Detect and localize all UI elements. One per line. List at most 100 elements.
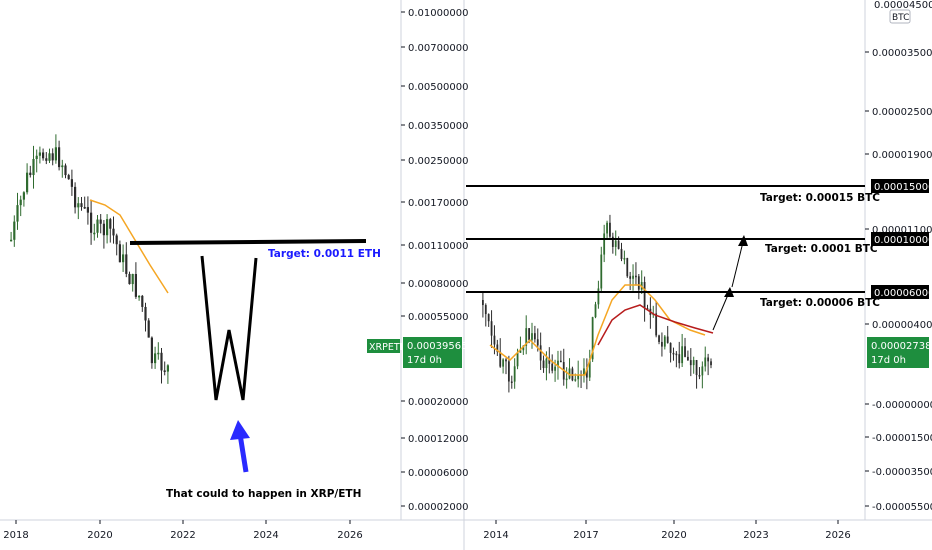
candle-body bbox=[557, 360, 559, 367]
candle-body bbox=[655, 313, 658, 336]
candle-body bbox=[90, 212, 93, 233]
candle-body bbox=[669, 342, 672, 353]
candle-body bbox=[620, 248, 623, 260]
candle-body bbox=[536, 339, 539, 346]
xrpeth-target-line bbox=[129, 239, 367, 245]
y-tick-label: 0.0000040000 bbox=[872, 320, 932, 331]
y-tick-label: 0.00250000 bbox=[408, 156, 468, 167]
candle-body bbox=[154, 353, 157, 364]
y-tick-label: 0.00110000 bbox=[408, 241, 468, 252]
candle-body bbox=[99, 219, 102, 224]
candle-body bbox=[106, 219, 109, 236]
xrpbtc-target-label-1: Target: 0.00015 BTC bbox=[760, 192, 880, 204]
candle-body bbox=[672, 352, 675, 355]
xrpbtc-top-label: 0.000045000 bbox=[874, 0, 932, 11]
candle-body bbox=[609, 222, 611, 237]
candle-body bbox=[554, 366, 556, 371]
candle-body bbox=[102, 223, 105, 236]
candle-body bbox=[26, 172, 29, 193]
y-tick-label: 0.00700000 bbox=[408, 43, 468, 54]
candle-body bbox=[147, 320, 150, 338]
candle-body bbox=[568, 368, 571, 379]
candle-body bbox=[548, 358, 551, 364]
x-tick-label: 2014 bbox=[483, 530, 508, 541]
y-tick-label: 0.00020000 bbox=[408, 397, 468, 408]
candle-body bbox=[588, 359, 591, 378]
price-tag-1 bbox=[871, 179, 929, 193]
candle-body bbox=[531, 333, 533, 340]
candle-body bbox=[585, 368, 588, 378]
x-tick-label: 2023 bbox=[743, 530, 768, 541]
blue-arrow-shaft bbox=[237, 433, 249, 473]
candle-body bbox=[499, 351, 502, 367]
xrpbtc-badge-price: 0.00002738 bbox=[871, 341, 931, 352]
price-tag-2-text: 0.00010000 bbox=[874, 235, 932, 246]
candle-body bbox=[16, 205, 19, 222]
candle-body bbox=[163, 370, 166, 372]
y-tick-label: -0.0000550000 bbox=[872, 502, 932, 513]
candle-body bbox=[629, 276, 632, 279]
candle-body bbox=[710, 361, 712, 366]
w-pattern bbox=[200, 255, 258, 401]
candle-body bbox=[678, 354, 681, 364]
candle-body bbox=[516, 352, 519, 367]
candle-body bbox=[545, 358, 548, 369]
candle-body bbox=[112, 228, 115, 236]
candle-body bbox=[61, 165, 64, 168]
candle-body bbox=[606, 222, 608, 234]
candle-body bbox=[134, 273, 137, 297]
candle-body bbox=[86, 207, 89, 213]
xrpbtc-candles bbox=[482, 214, 712, 393]
candle-body bbox=[484, 305, 487, 315]
candle-body bbox=[635, 275, 637, 278]
xrpbtc-long-moving-average bbox=[597, 304, 714, 346]
xrpbtc-x-axis: 2014 2017 2020 2023 2026 bbox=[483, 520, 851, 541]
candle-body bbox=[64, 165, 67, 176]
y-tick-label: 0.00350000 bbox=[408, 121, 468, 132]
candle-body bbox=[701, 366, 704, 376]
xrpeth-pair-badge bbox=[367, 339, 400, 353]
candle-body bbox=[522, 345, 525, 351]
xrpeth-y-axis: 0.01000000 0.00700000 0.00500000 0.00350000… bbox=[401, 8, 468, 513]
xrpeth-badge-price: 0.00039565 bbox=[407, 341, 467, 352]
xrpeth-pair-label: XRPETH bbox=[369, 342, 407, 353]
candle-body bbox=[29, 172, 32, 176]
candle-body bbox=[80, 203, 83, 208]
xrpeth-target-label: Target: 0.0011 ETH bbox=[268, 248, 381, 260]
candle-body bbox=[74, 186, 77, 208]
candle-body bbox=[623, 258, 626, 260]
xrpbtc-price-badge bbox=[867, 337, 929, 368]
candle-body bbox=[70, 179, 73, 187]
candle-body bbox=[45, 158, 48, 161]
candle-body bbox=[528, 328, 530, 340]
currency-badge[interactable] bbox=[889, 9, 911, 24]
candle-body bbox=[35, 155, 38, 160]
price-tag-3-text: 0.00006000 bbox=[874, 288, 932, 299]
y-tick-label: 0.00170000 bbox=[408, 198, 468, 209]
candle-body bbox=[157, 352, 160, 355]
candle-body bbox=[77, 203, 80, 208]
candle-body bbox=[93, 232, 96, 235]
candle-body bbox=[666, 336, 669, 343]
candle-body bbox=[141, 295, 144, 307]
candle-body bbox=[594, 304, 597, 318]
candle-body bbox=[519, 350, 522, 353]
candle-body bbox=[490, 321, 493, 336]
candle-body bbox=[118, 244, 121, 263]
candle-body bbox=[487, 314, 490, 322]
y-tick-label: -0.0000150000 bbox=[872, 433, 932, 444]
candle-body bbox=[675, 353, 678, 356]
candle-body bbox=[54, 147, 57, 161]
candle-body bbox=[661, 341, 663, 347]
y-tick-label: 0.00055000 bbox=[408, 312, 468, 323]
arrow-path-2 bbox=[731, 237, 745, 288]
candle-body bbox=[542, 360, 545, 369]
candle-body bbox=[597, 288, 600, 305]
candle-body bbox=[539, 345, 542, 361]
currency-label: BTC bbox=[892, 13, 909, 23]
candle-body bbox=[681, 346, 684, 364]
candle-body bbox=[51, 153, 54, 161]
candle-body bbox=[496, 344, 499, 352]
y-tick-label: 0.00012000 bbox=[408, 434, 468, 445]
candle-body bbox=[166, 365, 169, 372]
